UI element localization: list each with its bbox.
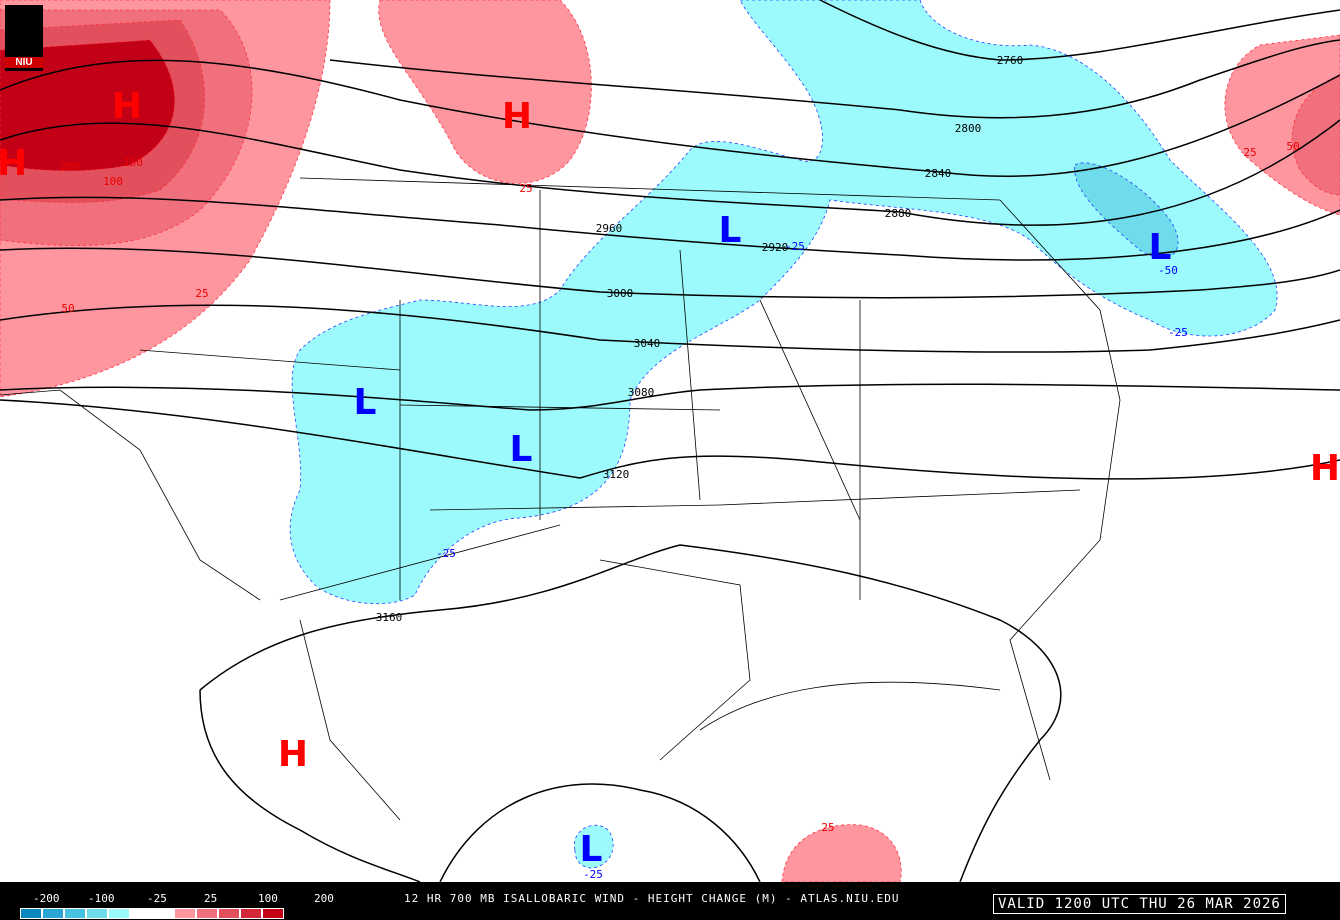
contour-labels: 2760 2800 2840 2880 2920 2960 3000 3040 … xyxy=(376,54,1024,624)
legend-label: -200 xyxy=(33,892,60,905)
legend-label: 200 xyxy=(314,892,334,905)
fall-area-central xyxy=(289,0,1278,605)
change-label: -25 xyxy=(583,868,603,881)
contour-label: 3120 xyxy=(603,468,630,481)
height-rise-areas xyxy=(0,0,1340,882)
legend-swatch xyxy=(64,908,86,919)
change-label: 50 xyxy=(61,302,74,315)
legend-label: 25 xyxy=(204,892,218,905)
legend-bar: -200 -100 -25 25 100 200 12 HR 700 MB IS… xyxy=(0,882,1340,920)
change-label: -25 xyxy=(436,547,456,560)
contour-label: 2760 xyxy=(997,54,1024,67)
legend-swatch xyxy=(196,908,218,919)
low-center: L xyxy=(1149,227,1172,268)
low-center: L xyxy=(510,429,533,470)
high-center: H xyxy=(278,734,308,775)
low-center: L xyxy=(354,382,377,423)
legend-swatch xyxy=(130,908,152,919)
legend-label: 100 xyxy=(258,892,278,905)
change-label: 100 xyxy=(103,175,123,188)
contour-label: 2800 xyxy=(955,122,982,135)
change-label: 25 xyxy=(821,821,834,834)
contour-label: 3000 xyxy=(607,287,634,300)
legend-swatch xyxy=(42,908,64,919)
change-label: 200 xyxy=(60,160,80,173)
contour-label: 3080 xyxy=(628,386,655,399)
height-fall-areas xyxy=(289,0,1278,869)
contour-label: 2880 xyxy=(885,207,912,220)
change-label: 25 xyxy=(195,287,208,300)
fall-area-gulf xyxy=(573,824,614,869)
legend-swatch xyxy=(108,908,130,919)
rise-area-north-central xyxy=(378,0,592,184)
legend-label: -100 xyxy=(88,892,115,905)
legend-label: -25 xyxy=(147,892,167,905)
height-contours xyxy=(0,0,1340,882)
weather-map: 2760 2800 2840 2880 2920 2960 3000 3040 … xyxy=(0,0,1340,882)
change-label: 25 xyxy=(519,182,532,195)
change-label: -50 xyxy=(1158,264,1178,277)
legend-swatch xyxy=(86,908,108,919)
change-label: -25 xyxy=(785,240,805,253)
legend-swatch xyxy=(218,908,240,919)
valid-time: VALID 1200 UTC THU 26 MAR 2026 xyxy=(993,894,1286,914)
high-center: H xyxy=(502,96,532,137)
change-labels: 25 50 100 150 200 25 25 50 -25 -50 -25 -… xyxy=(60,140,1300,881)
change-label: 25 xyxy=(1243,146,1256,159)
rise-area-gulf xyxy=(781,824,902,882)
map-title: 12 HR 700 MB ISALLOBARIC WIND - HEIGHT C… xyxy=(404,892,900,905)
rise-area-northwest-200 xyxy=(0,39,176,172)
fall-area-inner xyxy=(1074,162,1179,259)
low-center: L xyxy=(719,210,742,251)
legend-swatch xyxy=(174,908,196,919)
change-label: 50 xyxy=(1286,140,1299,153)
niu-logo: NIU xyxy=(5,5,43,71)
high-center: H xyxy=(112,86,142,127)
rise-area-northeast-inner xyxy=(1291,74,1340,196)
contour-label: 2840 xyxy=(925,167,952,180)
change-label: 150 xyxy=(123,156,143,169)
legend-swatch xyxy=(152,908,174,919)
contour-label: 2920 xyxy=(762,241,789,254)
state-boundaries xyxy=(0,177,1121,821)
contour-label: 3160 xyxy=(376,611,403,624)
low-center: L xyxy=(580,829,603,870)
pressure-centers: H H H H H L L L L L xyxy=(0,86,1340,870)
contour-label: 3040 xyxy=(634,337,661,350)
high-center: H xyxy=(0,143,27,184)
logo-text: NIU xyxy=(5,57,43,68)
contour-label: 2960 xyxy=(596,222,623,235)
high-center: H xyxy=(1310,448,1340,489)
legend-swatch xyxy=(262,908,284,919)
legend-swatch xyxy=(240,908,262,919)
change-label: -25 xyxy=(1168,326,1188,339)
legend-swatch xyxy=(20,908,42,919)
